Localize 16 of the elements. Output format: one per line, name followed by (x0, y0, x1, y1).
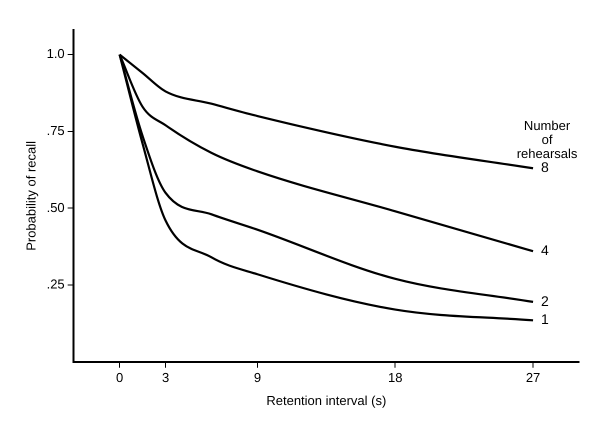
y-tick-label: 1.0 (46, 46, 65, 62)
x-tick-label: 18 (388, 370, 402, 386)
x-axis-title: Retention interval (s) (266, 392, 386, 408)
y-tick-label: .25 (46, 276, 65, 292)
series-label: 1 (541, 311, 550, 328)
series-label: 4 (541, 242, 550, 258)
y-tick-label: .75 (46, 122, 65, 138)
x-tick-label: 0 (116, 370, 124, 386)
legend-title: Number of rehearsals (516, 118, 578, 161)
y-axis-title: Probability of recall (23, 140, 38, 251)
series-label: 2 (541, 292, 550, 309)
x-tick-label: 9 (254, 370, 262, 386)
y-tick-label: .50 (46, 200, 65, 215)
x-tick-label: 3 (162, 370, 170, 386)
x-tick-label: 27 (526, 370, 540, 386)
series-label: 8 (541, 159, 550, 176)
